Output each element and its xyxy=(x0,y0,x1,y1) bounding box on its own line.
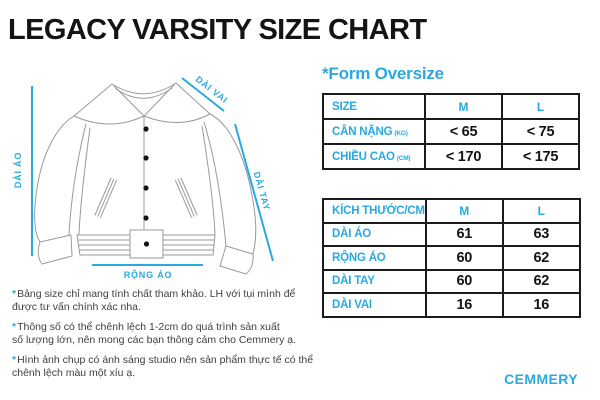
table-row: DÀI ÁO 61 63 xyxy=(322,221,581,247)
shoulder-length-m: 16 xyxy=(424,292,504,318)
table-row: CÂN NẶNG (KG) < 65 < 75 xyxy=(322,118,580,145)
dimension-m-header: M xyxy=(424,198,504,224)
jacket-width-label: RỘNG ÁO xyxy=(322,245,427,271)
size-column-header: SIZE xyxy=(322,93,426,120)
jacket-length-m: 61 xyxy=(424,221,504,247)
weight-l-value: < 75 xyxy=(501,118,580,145)
shoulder-length-l: 16 xyxy=(501,292,581,318)
jacket-sketch-svg: DÀI ÁO DÀI VAI DÀI TAY RỘNG ÁO xyxy=(13,74,274,280)
row-unit-text: (KG) xyxy=(394,129,408,137)
jacket-diagram: DÀI ÁO DÀI VAI DÀI TAY RỘNG ÁO xyxy=(10,58,310,293)
body-size-table: SIZE M L CÂN NẶNG (KG) < 65 < 75 CHIỀU CA… xyxy=(322,93,580,170)
row-unit-text: (CM) xyxy=(396,154,411,162)
shoulder-length-label: DÀI VAI xyxy=(322,292,427,318)
footnote: *Thông số có thể chênh lệch 1-2cm do quá… xyxy=(12,321,324,347)
dai-ao-label: DÀI ÁO xyxy=(13,152,23,188)
brand-logo: CEMMERY xyxy=(504,371,578,387)
table-header-row: SIZE M L xyxy=(322,93,580,120)
jacket-width-m: 60 xyxy=(424,245,504,271)
table-row: DÀI TAY 60 62 xyxy=(322,268,581,294)
table-header-row: KÍCH THƯỚC/CM M L xyxy=(322,198,581,224)
jacket-outline xyxy=(34,82,257,275)
dai-vai-line xyxy=(181,77,225,112)
sleeve-length-m: 60 xyxy=(424,268,504,294)
dai-tay-line xyxy=(234,123,274,262)
footnote-text: Bảng size chỉ mang tính chất tham khảo. … xyxy=(12,288,296,313)
row-label-text: CHIỀU CAO xyxy=(332,150,395,163)
measurement-table: KÍCH THƯỚC/CM M L DÀI ÁO 61 63 RỘNG ÁO 6… xyxy=(322,198,581,318)
dimension-l-header: L xyxy=(501,198,581,224)
sleeve-length-label: DÀI TAY xyxy=(322,268,427,294)
height-l-value: < 175 xyxy=(501,143,580,170)
size-m-header: M xyxy=(424,93,503,120)
footnote-text: Thông số có thể chênh lệch 1-2cm do quá … xyxy=(12,321,297,346)
weight-row-label: CÂN NẶNG (KG) xyxy=(322,118,426,145)
jacket-buttons xyxy=(143,126,150,247)
weight-m-value: < 65 xyxy=(424,118,503,145)
footnote: *Bảng size chỉ mang tính chất tham khảo.… xyxy=(12,288,324,314)
form-oversize-heading: *Form Oversize xyxy=(322,64,444,83)
sleeve-length-l: 62 xyxy=(501,268,581,294)
size-l-header: L xyxy=(501,93,580,120)
footnote-asterisk: * xyxy=(12,288,17,300)
table-row: RỘNG ÁO 60 62 xyxy=(322,245,581,271)
footnote: *Hình ảnh chụp có ánh sáng studio nên sả… xyxy=(12,354,324,380)
table-row: CHIỀU CAO (CM) < 170 < 175 xyxy=(322,143,580,170)
height-row-label: CHIỀU CAO (CM) xyxy=(322,143,426,170)
page-title: LEGACY VARSITY SIZE CHART xyxy=(8,14,427,46)
dimension-column-header: KÍCH THƯỚC/CM xyxy=(322,198,427,224)
jacket-width-l: 62 xyxy=(501,245,581,271)
jacket-length-label: DÀI ÁO xyxy=(322,221,427,247)
footnote-asterisk: * xyxy=(12,321,17,333)
table-row: DÀI VAI 16 16 xyxy=(322,292,581,318)
footnote-asterisk: * xyxy=(12,354,17,366)
height-m-value: < 170 xyxy=(424,143,503,170)
jacket-length-l: 63 xyxy=(501,221,581,247)
footnotes: *Bảng size chỉ mang tính chất tham khảo.… xyxy=(12,288,324,387)
footnote-text: Hình ảnh chụp có ánh sáng studio nên sản… xyxy=(12,354,314,379)
row-label-text: CÂN NẶNG xyxy=(332,125,393,138)
rong-ao-label: RỘNG ÁO xyxy=(124,269,173,280)
